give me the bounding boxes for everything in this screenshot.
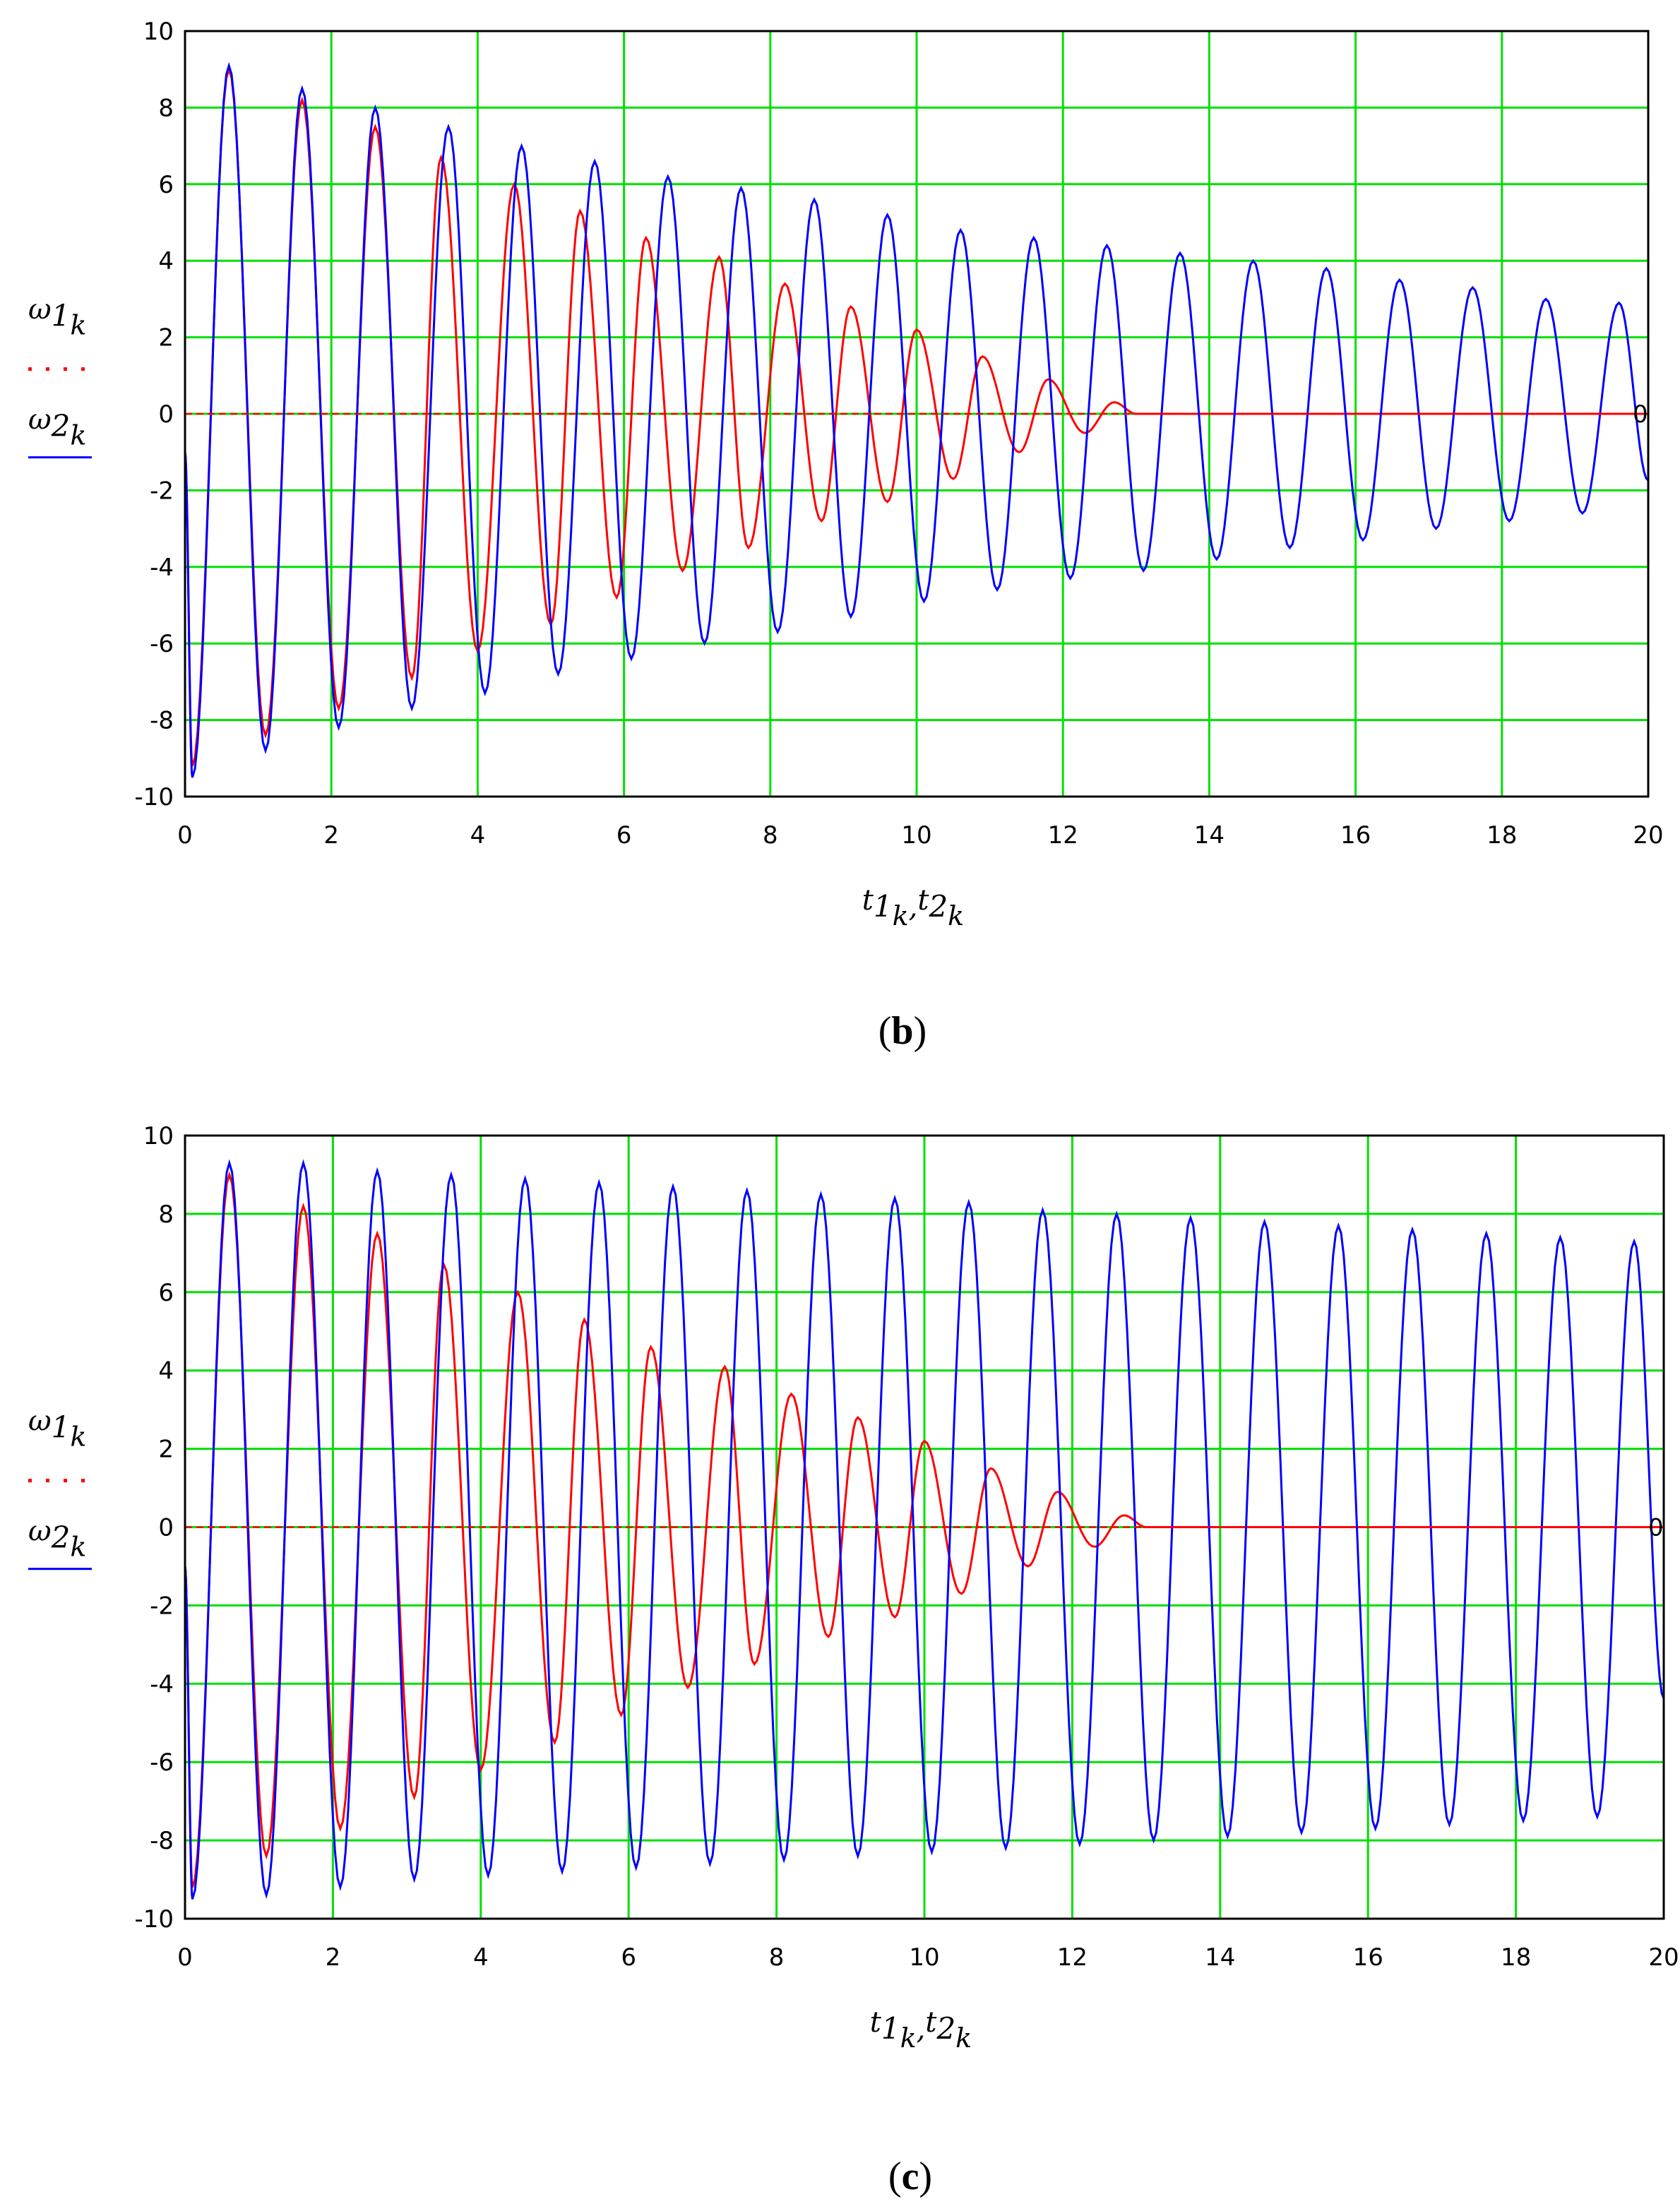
y-tick-label: -8 [150, 707, 174, 735]
x-tick-label: 10 [901, 821, 931, 850]
x-axis-label-b: t1k,t2k [862, 884, 964, 931]
x-tick-label: 6 [616, 821, 632, 850]
y-tick-label: -4 [150, 1670, 174, 1698]
series-omega2-c [184, 1159, 1665, 1900]
x-tick-label: 8 [769, 1943, 785, 1972]
panel-caption-b: (b) [878, 1009, 927, 1053]
x-tick-label: 20 [1633, 821, 1663, 850]
chart-panel-b: 0 10 8 6 4 2 0 -2 -4 -6 -8 -10 0 2 4 6 8 10 12 14 16 18 20 ω1k ω… [0, 0, 1680, 1088]
y-label-omega1-c: ω1k [28, 1405, 86, 1453]
plot-frame-c [184, 1134, 1665, 1920]
series-omega1-c [184, 1171, 1664, 1888]
x-tick-label: 4 [470, 821, 486, 850]
y-tick-label: -2 [150, 477, 174, 505]
x-tick-label: 16 [1340, 821, 1371, 850]
x-tick-label: 0 [177, 821, 193, 850]
y-tick-label: 6 [158, 171, 174, 199]
y-tick-label: -2 [150, 1592, 174, 1620]
x-tick-label: 18 [1501, 1943, 1531, 1972]
x-tick-label: 0 [177, 1943, 193, 1972]
series-omega2-b [184, 61, 1650, 778]
y-label-omega2-b: ω2k [28, 404, 86, 451]
y-tick-label: -6 [150, 630, 174, 658]
x-tick-label: 8 [763, 821, 778, 850]
y-tick-label: 8 [158, 1201, 174, 1229]
x-tick-label: 12 [1048, 821, 1078, 850]
x-tick-label: 14 [1205, 1943, 1235, 1972]
panel-caption-c: (c) [888, 2155, 932, 2198]
y-tick-label: 10 [143, 1122, 174, 1150]
y-tick-label: -8 [150, 1827, 174, 1855]
y-tick-label: 0 [158, 1514, 174, 1542]
y-tick-label: 8 [158, 94, 174, 122]
x-tick-label: 18 [1487, 821, 1517, 850]
x-tick-label: 10 [909, 1943, 939, 1972]
zero-marker-c: 0 [1648, 1514, 1664, 1542]
y-tick-label: 10 [143, 18, 174, 46]
y-tick-label: -6 [150, 1749, 174, 1777]
y-tick-label: -10 [134, 783, 174, 811]
y-label-omega2-c: ω2k [28, 1515, 86, 1563]
x-tick-label: 2 [326, 1943, 341, 1972]
y-tick-label: 2 [158, 1436, 174, 1464]
y-tick-label: 4 [158, 247, 174, 275]
series-omega1-b [184, 66, 1648, 767]
y-tick-label: -10 [134, 1905, 174, 1934]
chart-panel-c: 0 10 8 6 4 2 0 -2 -4 -6 -8 -10 0 2 4 6 8 10 12 14 16 18 20 ω1k ω… [0, 1098, 1680, 2204]
y-tick-label: 6 [158, 1279, 174, 1307]
x-tick-label: 2 [323, 821, 339, 850]
x-tick-label: 12 [1057, 1943, 1088, 1972]
y-tick-label: 0 [158, 400, 174, 429]
x-tick-label: 16 [1353, 1943, 1383, 1972]
y-tick-label: 4 [158, 1357, 174, 1386]
x-tick-label: 20 [1648, 1943, 1679, 1972]
x-axis-label-c: t1k,t2k [870, 2006, 972, 2054]
x-tick-label: 14 [1194, 821, 1225, 850]
x-tick-label: 4 [473, 1943, 489, 1972]
y-label-omega1-b: ω1k [28, 294, 86, 341]
y-tick-label: -4 [150, 554, 174, 582]
grid-b [185, 31, 1648, 797]
zero-marker-b: 0 [1633, 400, 1648, 429]
plot-frame-b [184, 30, 1650, 798]
x-tick-label: 6 [621, 1943, 636, 1972]
y-tick-label: 2 [158, 324, 174, 352]
